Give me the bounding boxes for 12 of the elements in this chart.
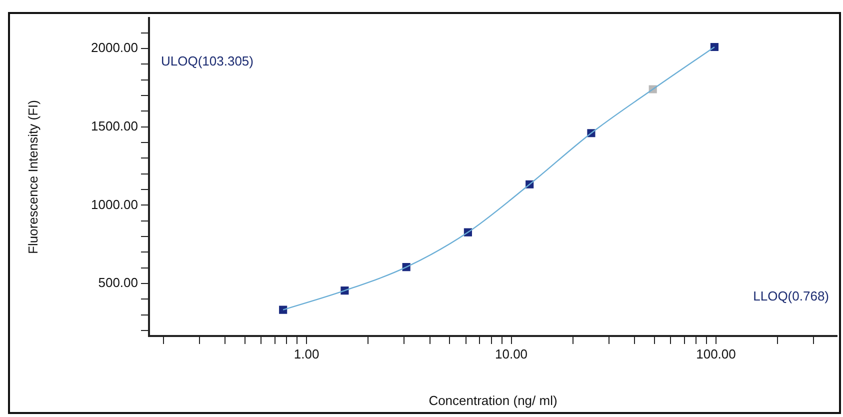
y-axis-title: Fluorescence Intensity (FI) — [25, 100, 40, 254]
x-tick-label: 10.00 — [494, 346, 528, 362]
annotation: LLOQ(0.768) — [753, 288, 829, 304]
y-tick-label: 1000.00 — [91, 196, 138, 212]
x-tick-label: 1.00 — [294, 346, 320, 362]
y-tick-label: 500.00 — [98, 275, 138, 290]
y-tick-label: 2000.00 — [91, 40, 138, 56]
x-tick-label: 100.00 — [696, 346, 736, 362]
x-axis-title: Concentration (ng/ ml) — [428, 392, 558, 408]
point — [279, 306, 288, 314]
annotation: ULOQ(103.305) — [161, 54, 254, 69]
y-tick-label: 1500.00 — [91, 118, 138, 134]
